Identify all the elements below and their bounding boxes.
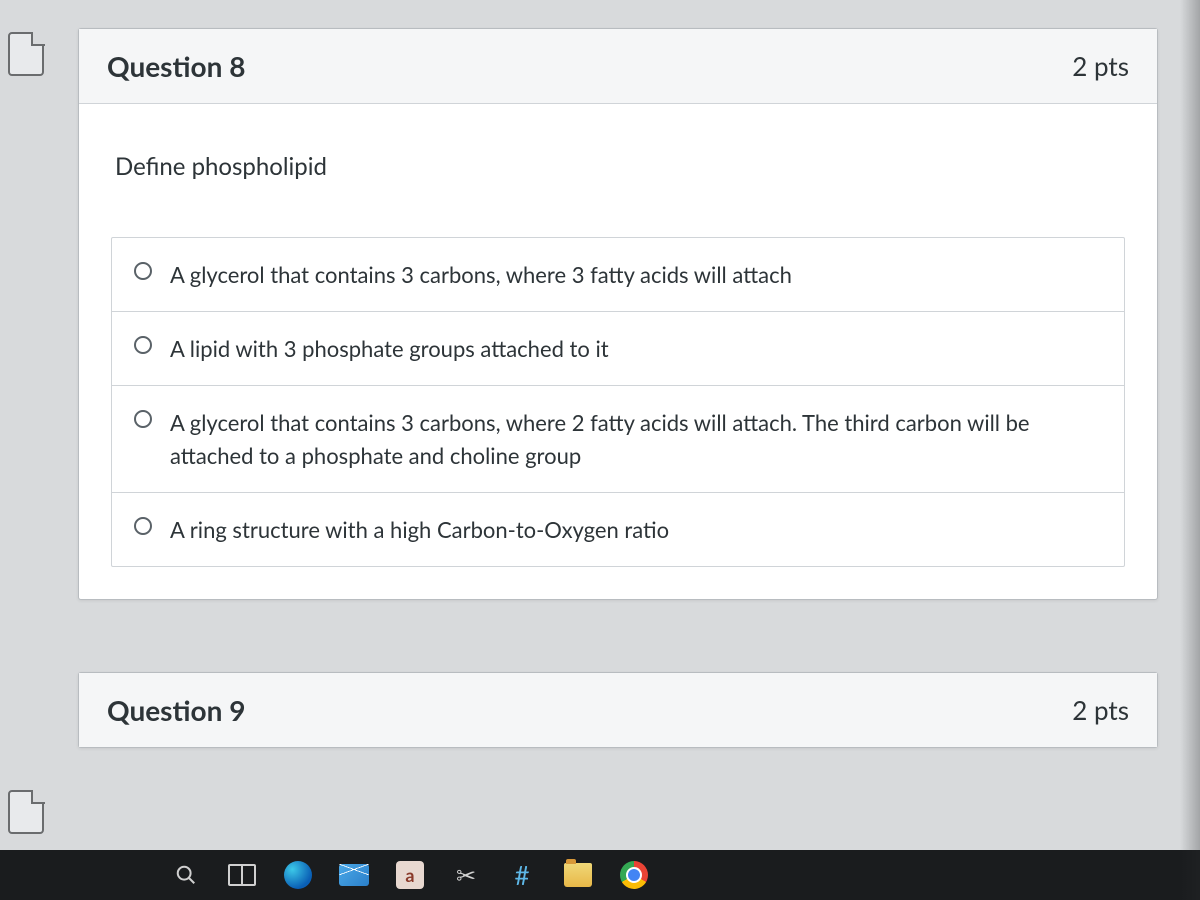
screen-bezel: [1180, 0, 1200, 900]
radio-icon: [134, 262, 152, 280]
option-3[interactable]: A glycerol that contains 3 carbons, wher…: [112, 386, 1124, 493]
mail-icon[interactable]: [338, 859, 370, 891]
file-explorer-icon[interactable]: [562, 859, 594, 891]
option-1-text: A glycerol that contains 3 carbons, wher…: [170, 258, 792, 291]
question-8-prompt: Define phospholipid: [115, 152, 1125, 181]
question-8-title: Question 8: [107, 49, 245, 83]
question-9-card: Question 9 2 pts: [78, 672, 1158, 748]
question-9-header: Question 9 2 pts: [79, 673, 1157, 747]
access-app-icon[interactable]: a: [394, 859, 426, 891]
radio-icon: [134, 336, 152, 354]
question-9-title: Question 9: [107, 693, 245, 727]
option-3-text: A glycerol that contains 3 carbons, wher…: [170, 406, 1102, 472]
groupme-icon[interactable]: #: [506, 859, 538, 891]
radio-icon: [134, 517, 152, 535]
windows-taskbar: a ✂ #: [0, 850, 1200, 900]
search-icon[interactable]: [170, 859, 202, 891]
option-4-text: A ring structure with a high Carbon-to-O…: [170, 513, 669, 546]
radio-icon: [134, 410, 152, 428]
question-8-points: 2 pts: [1072, 50, 1129, 82]
chrome-browser-icon[interactable]: [618, 859, 650, 891]
question-status-icon: [8, 32, 44, 76]
task-view-icon[interactable]: [226, 859, 258, 891]
snip-tool-icon[interactable]: ✂: [450, 859, 482, 891]
edge-browser-icon[interactable]: [282, 859, 314, 891]
question-8-header: Question 8 2 pts: [79, 29, 1157, 104]
option-1[interactable]: A glycerol that contains 3 carbons, wher…: [112, 238, 1124, 312]
option-2-text: A lipid with 3 phosphate groups attached…: [170, 332, 609, 365]
question-8-options: A glycerol that contains 3 carbons, wher…: [111, 237, 1125, 567]
question-8-body: Define phospholipid A glycerol that cont…: [79, 104, 1157, 599]
question-status-icon: [8, 790, 44, 834]
option-2[interactable]: A lipid with 3 phosphate groups attached…: [112, 312, 1124, 386]
question-8-card: Question 8 2 pts Define phospholipid A g…: [78, 28, 1158, 600]
option-4[interactable]: A ring structure with a high Carbon-to-O…: [112, 493, 1124, 566]
question-9-points: 2 pts: [1072, 694, 1129, 726]
